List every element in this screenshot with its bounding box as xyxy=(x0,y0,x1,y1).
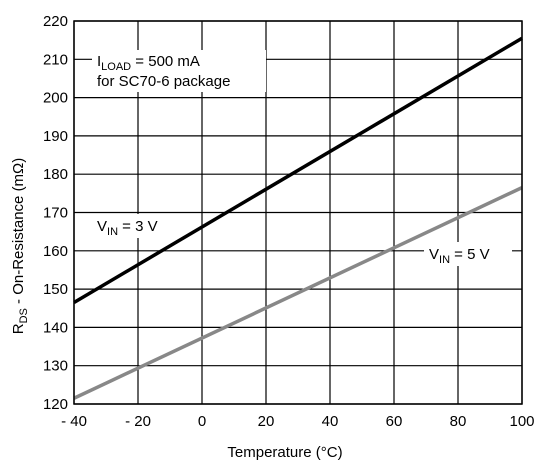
x-tick-label: 0 xyxy=(198,413,206,430)
y-axis-label-sub: DS xyxy=(18,308,30,323)
y-tick-label: 120 xyxy=(43,396,68,413)
svg-text:VIN = 5 V: VIN = 5 V xyxy=(429,246,490,266)
y-tick-label: 190 xyxy=(43,128,68,145)
y-tick-label: 220 xyxy=(43,13,68,30)
x-tick-label: 80 xyxy=(450,413,467,430)
y-tick-label: 130 xyxy=(43,358,68,375)
plot-frame xyxy=(73,20,523,405)
x-tick-label: - 40 xyxy=(61,413,87,430)
series-line-vin-3v xyxy=(73,36,523,305)
y-tick-label: 210 xyxy=(43,51,68,68)
series-label-vin-5v: VIN = 5 V xyxy=(424,242,512,266)
x-tick-label: 40 xyxy=(322,413,339,430)
annotation-line-2: for SC70-6 package xyxy=(97,73,230,90)
y-axis-label-main: R xyxy=(10,323,27,334)
series-label-vin-3v: VIN = 3 V xyxy=(92,214,172,238)
annotation-box: ILOAD = 500 mA for SC70-6 package xyxy=(92,50,266,92)
svg-text:VIN = 3 V: VIN = 3 V xyxy=(97,218,158,238)
y-tick-label: 150 xyxy=(43,281,68,298)
annotation-line-1: ILOAD = 500 mA xyxy=(97,53,200,73)
y-tick-label: 160 xyxy=(43,243,68,260)
y-axis-label: RDS - On-Resistance (mΩ) xyxy=(10,158,30,335)
y-tick-labels: 120 130 140 150 160 170 180 190 200 210 220 xyxy=(43,13,68,413)
x-tick-label: 60 xyxy=(386,413,403,430)
y-tick-label: 200 xyxy=(43,90,68,107)
x-tick-label: 100 xyxy=(509,413,534,430)
series-lines xyxy=(73,36,523,400)
x-tick-label: - 20 xyxy=(125,413,151,430)
y-tick-label: 140 xyxy=(43,319,68,336)
x-axis-label: Temperature (°C) xyxy=(227,444,342,461)
y-axis-label-rest: - On-Resistance (mΩ) xyxy=(10,158,27,308)
y-tick-label: 180 xyxy=(43,166,68,183)
x-tick-label: 20 xyxy=(258,413,275,430)
series-line-vin-5v xyxy=(73,186,523,400)
y-tick-label: 170 xyxy=(43,205,68,222)
x-tick-labels: - 40 - 20 0 20 40 60 80 100 xyxy=(61,413,534,430)
